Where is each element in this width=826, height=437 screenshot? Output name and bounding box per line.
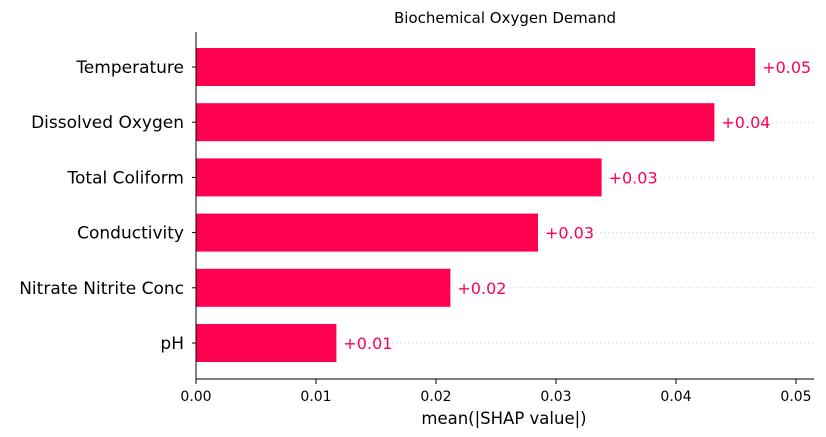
x-tick-label: 0.00 [180,389,211,405]
bar-value-label: +0.01 [343,334,392,353]
bar [196,103,715,142]
category-label: Conductivity [77,224,184,244]
bar [196,48,756,86]
x-tick-label: 0.03 [540,389,571,405]
x-axis-label: mean(|SHAP value|) [421,409,586,428]
bar [196,324,337,362]
bar [196,158,602,197]
x-tick-label: 0.01 [300,389,331,405]
bar-value-label: +0.03 [545,224,594,243]
bar-value-label: +0.02 [457,279,506,298]
category-label: Temperature [75,58,184,78]
bar-value-label: +0.05 [762,58,811,77]
x-tick-label: 0.05 [780,389,811,405]
bars: +0.05 +0.04 +0.03 +0.03 +0.02 +0.01 [196,48,811,362]
chart-title: Biochemical Oxygen Demand [394,9,616,27]
category-label: Total Coliform [67,168,184,188]
bar-value-label: +0.04 [721,113,770,132]
x-tick-label: 0.02 [420,389,451,405]
category-label: pH [160,334,184,354]
bar [196,268,451,307]
category-label: Dissolved Oxygen [31,113,184,133]
category-label: Nitrate Nitrite Conc [19,279,184,299]
x-tick-label: 0.04 [660,389,691,405]
axes: Temperature Dissolved Oxygen Total Colifor… [19,32,814,405]
bar [196,213,538,252]
bar-value-label: +0.03 [609,168,658,187]
